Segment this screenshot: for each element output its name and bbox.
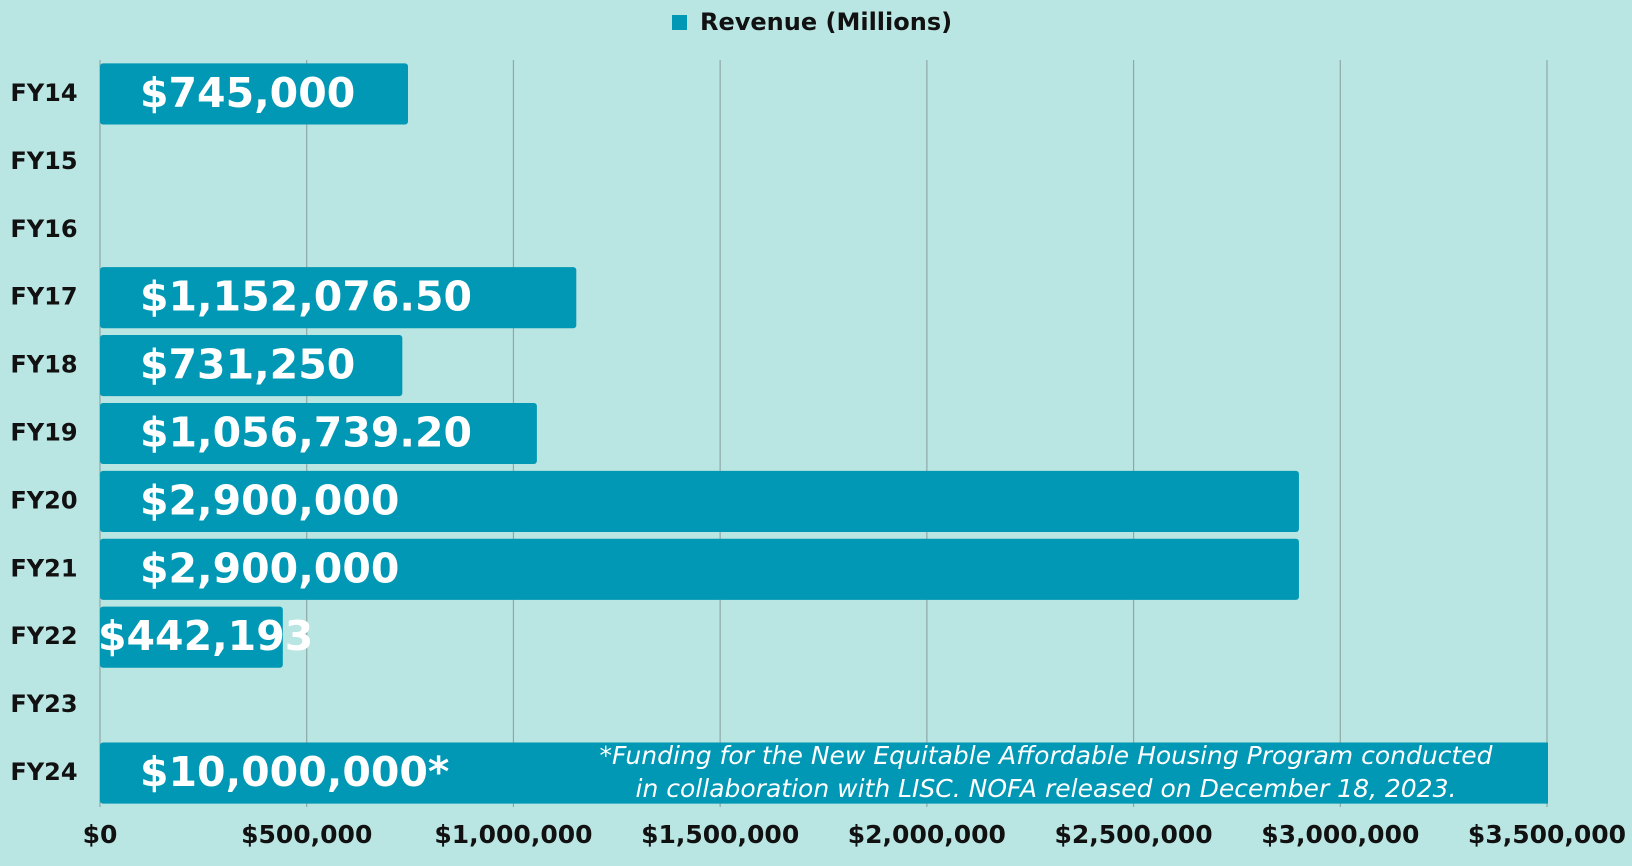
bar (100, 402, 537, 465)
value-label: $731,250 (140, 341, 355, 389)
bar (100, 538, 1299, 600)
value-label: $745,000 (140, 69, 355, 117)
bar (100, 606, 283, 668)
value-label: $2,900,000 (140, 544, 399, 592)
value-label: $10,000,000* (140, 748, 449, 796)
bar (100, 470, 1299, 532)
x-tick-label: $1,000,000 (434, 820, 592, 849)
x-tick-label: $500,000 (241, 820, 372, 849)
y-tick-label: FY19 (10, 419, 77, 447)
x-tick-label: $2,500,000 (1054, 820, 1212, 849)
value-label: $442,193 (98, 612, 313, 660)
annotation: *Funding for the New Equitable Affordabl… (600, 741, 1493, 770)
x-tick-label: $1,500,000 (641, 820, 799, 849)
y-tick-label: FY21 (10, 554, 77, 582)
legend-swatch (672, 15, 687, 30)
y-tick-label: FY17 (10, 283, 77, 311)
legend-label: Revenue (Millions) (700, 8, 952, 36)
bar (100, 742, 1548, 804)
y-tick-label: FY23 (10, 690, 77, 718)
y-tick-label: FY18 (10, 351, 77, 379)
x-tick-label: $0 (83, 820, 118, 849)
y-tick-label: FY14 (10, 79, 77, 107)
value-label: $1,152,076.50 (140, 273, 472, 321)
y-tick-label: FY20 (10, 486, 77, 514)
labels: $0 $500,000 $1,000,000 $1,500,000 $2,000,000… (10, 8, 1626, 849)
x-tick-label: $2,000,000 (848, 820, 1006, 849)
y-tick-label: FY24 (10, 758, 77, 786)
y-tick-label: FY22 (10, 622, 77, 650)
bar (100, 335, 403, 397)
x-tick-label: $3,500,000 (1468, 820, 1626, 849)
annotation: in collaboration with LISC. NOFA release… (636, 774, 1457, 803)
bar (100, 267, 577, 329)
value-label: $2,900,000 (140, 476, 399, 524)
y-tick-label: FY16 (10, 215, 77, 243)
y-tick-label: FY15 (10, 147, 77, 175)
x-tick-label: $3,000,000 (1261, 820, 1419, 849)
bars (100, 63, 1548, 804)
bar (100, 63, 409, 125)
value-label: $1,056,739.20 (140, 409, 472, 457)
